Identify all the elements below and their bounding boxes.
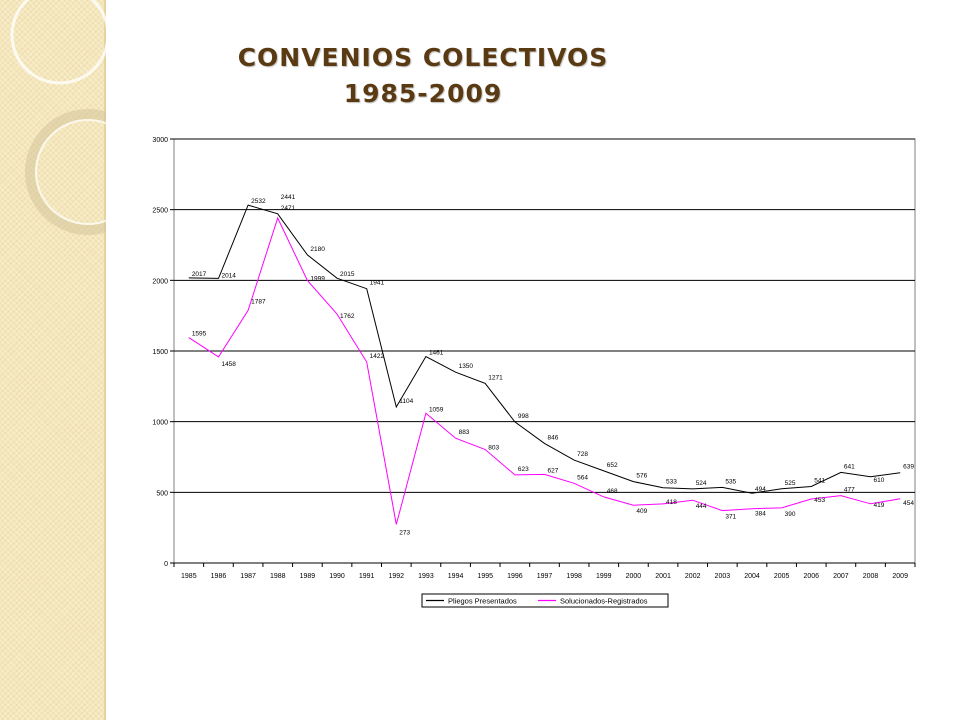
x-tick-label: 2005 [774, 573, 790, 580]
x-tick-label: 2001 [655, 573, 671, 580]
data-label: 1059 [429, 406, 444, 413]
data-label: 371 [725, 514, 736, 521]
data-label: 639 [903, 464, 914, 471]
data-label: 409 [636, 508, 647, 515]
data-label: 2471 [281, 205, 296, 212]
data-label: 641 [844, 463, 855, 470]
x-tick-label: 2009 [892, 573, 908, 580]
data-label: 1999 [310, 275, 325, 282]
y-tick-label: 3000 [152, 137, 168, 144]
x-tick-label: 2000 [626, 573, 642, 580]
data-label: 2014 [221, 272, 236, 279]
x-tick-label: 1999 [596, 573, 612, 580]
data-label: 610 [874, 477, 885, 484]
x-tick-label: 1998 [566, 573, 582, 580]
x-tick-label: 1995 [477, 573, 493, 580]
y-tick-label: 2500 [152, 208, 168, 215]
title-line-2: 1985-2009 [343, 79, 503, 108]
y-tick-label: 1000 [152, 420, 168, 427]
data-label: 525 [785, 480, 796, 487]
x-tick-label: 1988 [270, 573, 286, 580]
data-label: 803 [488, 445, 499, 452]
x-tick-label: 2003 [715, 573, 731, 580]
x-tick-label: 2008 [863, 573, 879, 580]
data-label: 477 [844, 487, 855, 494]
data-label: 1350 [459, 363, 474, 370]
data-label: 1941 [370, 280, 385, 287]
x-tick-label: 1987 [240, 573, 256, 580]
data-label: 384 [755, 511, 766, 518]
data-label: 1458 [221, 361, 236, 368]
data-label: 2015 [340, 271, 355, 278]
x-tick-label: 2007 [833, 573, 849, 580]
y-tick-label: 1500 [152, 349, 168, 356]
series-line-pliegos-presentados [188, 204, 901, 494]
data-label: 541 [814, 478, 825, 485]
data-label: 1787 [251, 298, 266, 305]
data-label: 390 [785, 511, 796, 518]
decorative-sidebar [0, 0, 151, 720]
x-tick-label: 2006 [803, 573, 819, 580]
data-label: 1762 [340, 313, 355, 320]
x-tick-label: 1996 [507, 573, 523, 580]
data-label: 883 [459, 429, 470, 436]
data-label: 2441 [281, 194, 296, 201]
title-line-1: CONVENIOS COLECTIVOS [237, 43, 609, 72]
data-label: 846 [548, 434, 559, 441]
data-label: 627 [548, 467, 559, 474]
legend-label: Solucionados-Registrados [560, 597, 648, 606]
data-label: 444 [696, 503, 707, 510]
data-label: 533 [666, 479, 677, 486]
data-label: 1271 [488, 374, 503, 381]
y-tick-label: 2000 [152, 278, 168, 285]
x-tick-label: 1985 [181, 573, 197, 580]
data-label: 1422 [370, 353, 385, 360]
slide-title: CONVENIOS COLECTIVOS 1985-2009 [0, 40, 846, 112]
data-label: 576 [636, 473, 647, 480]
x-tick-label: 1994 [448, 573, 464, 580]
x-tick-label: 1997 [537, 573, 553, 580]
x-tick-label: 1990 [329, 573, 345, 580]
data-label: 524 [696, 480, 707, 487]
data-label: 1595 [192, 331, 207, 338]
x-tick-label: 1989 [300, 573, 316, 580]
data-label: 453 [814, 497, 825, 504]
data-label: 1104 [399, 398, 413, 405]
data-label: 652 [607, 462, 618, 469]
x-tick-label: 1993 [418, 573, 434, 580]
data-label: 998 [518, 413, 529, 420]
x-tick-label: 1992 [389, 573, 405, 580]
data-label: 454 [903, 500, 914, 507]
data-label: 468 [607, 488, 618, 495]
data-label: 1461 [429, 350, 444, 357]
series-line-solucionados-registrados [188, 216, 901, 525]
data-label: 564 [577, 474, 588, 481]
x-tick-label: 1986 [211, 573, 227, 580]
data-label: 2180 [310, 246, 325, 253]
y-tick-label: 0 [164, 561, 168, 568]
x-tick-label: 2002 [685, 573, 701, 580]
data-label: 623 [518, 466, 529, 473]
data-label: 728 [577, 451, 588, 458]
x-tick-label: 2004 [744, 573, 760, 580]
data-label: 494 [755, 486, 766, 493]
legend-label: Pliegos Presentados [448, 597, 517, 606]
data-label: 2532 [251, 198, 266, 205]
y-tick-label: 500 [156, 490, 168, 497]
data-label: 419 [874, 502, 885, 509]
data-label: 535 [725, 478, 736, 485]
data-label: 418 [666, 499, 677, 506]
data-label: 273 [399, 529, 410, 536]
x-tick-label: 1991 [359, 573, 375, 580]
data-label: 2017 [192, 271, 207, 278]
